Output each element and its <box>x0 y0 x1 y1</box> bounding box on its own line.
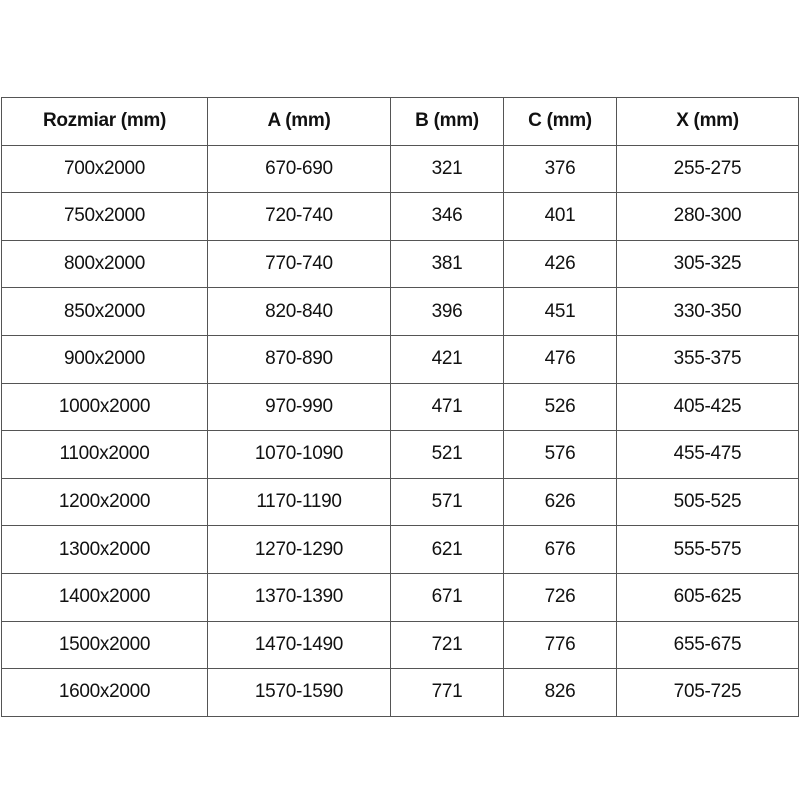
cell-a: 1470-1490 <box>207 620 391 670</box>
cell-x: 355-375 <box>616 334 799 384</box>
cell-b: 396 <box>390 287 504 336</box>
cell-x: 330-350 <box>616 287 799 336</box>
cell-size: 800x2000 <box>1 239 208 289</box>
cell-c: 476 <box>503 334 617 384</box>
cell-a: 1270-1290 <box>207 525 391 574</box>
cell-size: 900x2000 <box>1 334 208 384</box>
cell-x: 605-625 <box>616 572 799 622</box>
table-row: 1500x2000 1470-1490 721 776 655-675 <box>1 620 799 670</box>
table-row: 1000x2000 970-990 471 526 405-425 <box>1 382 799 432</box>
cell-x: 405-425 <box>616 382 799 432</box>
table-row: 1200x2000 1170-1190 571 626 505-525 <box>1 477 799 527</box>
cell-c: 401 <box>503 192 617 241</box>
cell-c: 626 <box>503 477 617 527</box>
cell-a: 1570-1590 <box>207 668 391 717</box>
cell-a: 670-690 <box>207 144 391 194</box>
cell-a: 1170-1190 <box>207 477 391 527</box>
cell-x: 280-300 <box>616 192 799 241</box>
table-body: 700x2000 670-690 321 376 255-275 750x2000 720-… <box>1 144 799 717</box>
table-row: 850x2000 820-840 396 451 330-350 <box>1 287 799 336</box>
cell-x: 455-475 <box>616 430 799 479</box>
cell-b: 621 <box>390 525 504 574</box>
table-row: 1400x2000 1370-1390 671 726 605-625 <box>1 572 799 622</box>
header-x: X (mm) <box>616 97 799 146</box>
cell-b: 346 <box>390 192 504 241</box>
table-row: 750x2000 720-740 346 401 280-300 <box>1 192 799 241</box>
cell-x: 705-725 <box>616 668 799 717</box>
table-row: 1100x2000 1070-1090 521 576 455-475 <box>1 430 799 479</box>
cell-c: 826 <box>503 668 617 717</box>
table-row: 1300x2000 1270-1290 621 676 555-575 <box>1 525 799 574</box>
cell-b: 381 <box>390 239 504 289</box>
cell-c: 426 <box>503 239 617 289</box>
header-a: A (mm) <box>207 97 391 146</box>
cell-c: 726 <box>503 572 617 622</box>
cell-size: 1100x2000 <box>1 430 208 479</box>
cell-a: 720-740 <box>207 192 391 241</box>
table-row: 900x2000 870-890 421 476 355-375 <box>1 334 799 384</box>
header-c: C (mm) <box>503 97 617 146</box>
cell-c: 451 <box>503 287 617 336</box>
cell-a: 870-890 <box>207 334 391 384</box>
header-row: Rozmiar (mm) A (mm) B (mm) C (mm) X (mm) <box>1 97 799 146</box>
dimensions-table: Rozmiar (mm) A (mm) B (mm) C (mm) X (mm)… <box>1 97 799 717</box>
table-row: 800x2000 770-740 381 426 305-325 <box>1 239 799 289</box>
cell-b: 471 <box>390 382 504 432</box>
cell-x: 655-675 <box>616 620 799 670</box>
cell-size: 1200x2000 <box>1 477 208 527</box>
cell-b: 521 <box>390 430 504 479</box>
cell-b: 771 <box>390 668 504 717</box>
cell-size: 1400x2000 <box>1 572 208 622</box>
cell-b: 671 <box>390 572 504 622</box>
cell-a: 1370-1390 <box>207 572 391 622</box>
cell-c: 526 <box>503 382 617 432</box>
cell-x: 505-525 <box>616 477 799 527</box>
cell-c: 376 <box>503 144 617 194</box>
cell-size: 1300x2000 <box>1 525 208 574</box>
cell-size: 700x2000 <box>1 144 208 194</box>
cell-a: 820-840 <box>207 287 391 336</box>
table-row: 700x2000 670-690 321 376 255-275 <box>1 144 799 194</box>
cell-size: 1500x2000 <box>1 620 208 670</box>
cell-x: 255-275 <box>616 144 799 194</box>
header-size: Rozmiar (mm) <box>1 97 208 146</box>
cell-size: 1600x2000 <box>1 668 208 717</box>
table-row: 1600x2000 1570-1590 771 826 705-725 <box>1 668 799 717</box>
cell-x: 555-575 <box>616 525 799 574</box>
cell-c: 676 <box>503 525 617 574</box>
cell-c: 576 <box>503 430 617 479</box>
cell-size: 1000x2000 <box>1 382 208 432</box>
cell-size: 850x2000 <box>1 287 208 336</box>
cell-b: 321 <box>390 144 504 194</box>
cell-b: 721 <box>390 620 504 670</box>
cell-size: 750x2000 <box>1 192 208 241</box>
cell-b: 421 <box>390 334 504 384</box>
header-b: B (mm) <box>390 97 504 146</box>
cell-x: 305-325 <box>616 239 799 289</box>
cell-a: 970-990 <box>207 382 391 432</box>
cell-a: 770-740 <box>207 239 391 289</box>
cell-a: 1070-1090 <box>207 430 391 479</box>
cell-c: 776 <box>503 620 617 670</box>
cell-b: 571 <box>390 477 504 527</box>
